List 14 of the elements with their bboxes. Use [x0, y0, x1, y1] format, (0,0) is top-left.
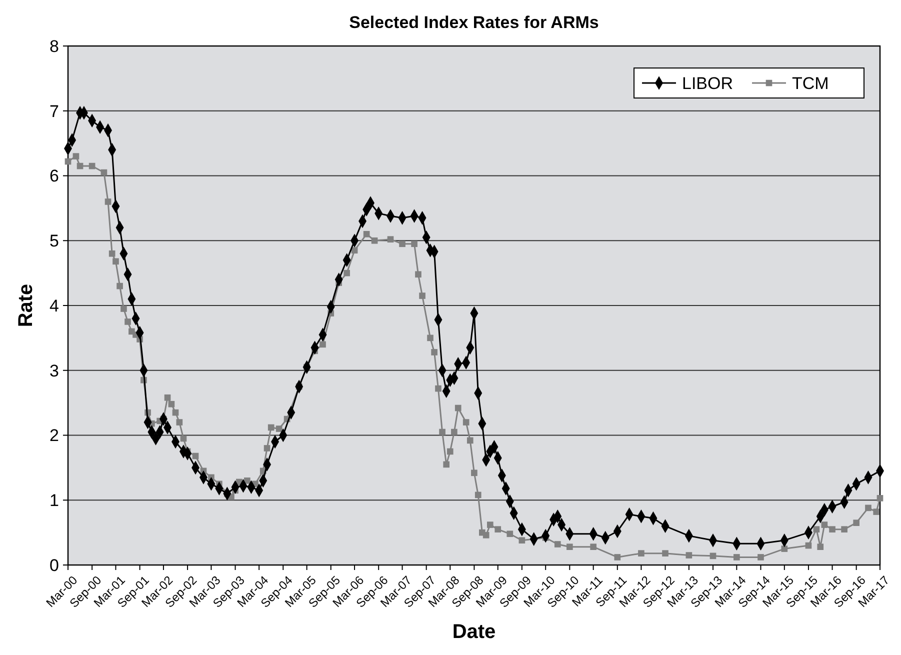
x-axis-title: Date — [452, 621, 496, 643]
y-tick-label: 0 — [50, 556, 59, 575]
legend-label: LIBOR — [682, 74, 734, 93]
y-tick-label: 6 — [50, 166, 59, 186]
y-tick-label: 2 — [50, 426, 59, 446]
y-tick-label: 5 — [50, 232, 59, 251]
y-tick-label: 1 — [50, 491, 59, 510]
y-tick-label: 4 — [50, 296, 59, 316]
y-tick-label: 8 — [50, 36, 59, 56]
y-axis-title: Rate — [15, 284, 37, 328]
y-tick-label: 3 — [50, 361, 59, 380]
legend-label: TCM — [792, 74, 829, 93]
chart-title: Selected Index Rates for ARMs — [349, 13, 599, 32]
y-tick-label: 7 — [50, 102, 59, 121]
